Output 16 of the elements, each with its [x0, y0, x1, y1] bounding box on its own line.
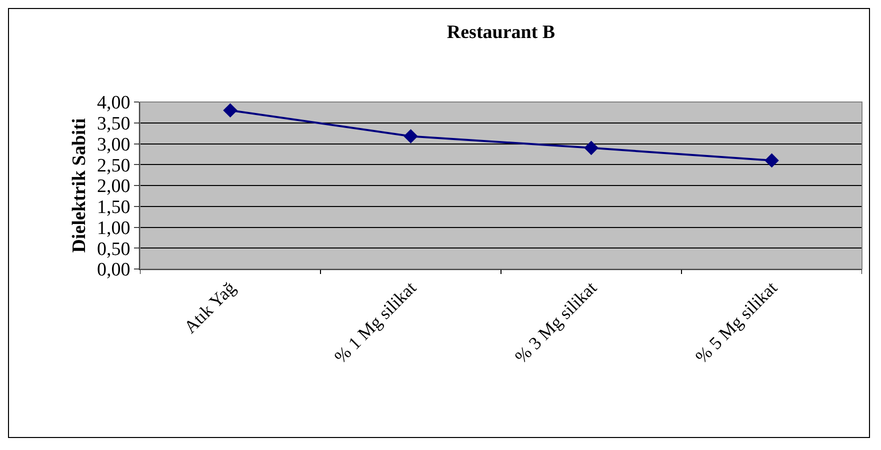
chart-title: Restaurant B	[446, 22, 556, 44]
point	[223, 103, 238, 118]
y-tick-label: 0,50	[96, 238, 130, 260]
y-axis-title: Dielektrik Sabiti	[68, 118, 90, 253]
y-tick-label: 1,50	[96, 197, 130, 218]
point	[404, 129, 418, 144]
y-tick-label: 0,00	[96, 260, 130, 281]
y-tick-label: 3,00	[96, 134, 130, 156]
point	[584, 140, 598, 156]
y-tick-label: 2,00	[96, 176, 130, 198]
y-tick-label: 3,50	[96, 114, 130, 135]
x-tick-label: Atık Yağ	[180, 278, 240, 338]
y-tick-label: 2,50	[96, 155, 130, 176]
y-tick-label: 4,00	[96, 92, 130, 114]
point	[764, 153, 779, 168]
y-tick-label: 1,00	[96, 218, 130, 239]
